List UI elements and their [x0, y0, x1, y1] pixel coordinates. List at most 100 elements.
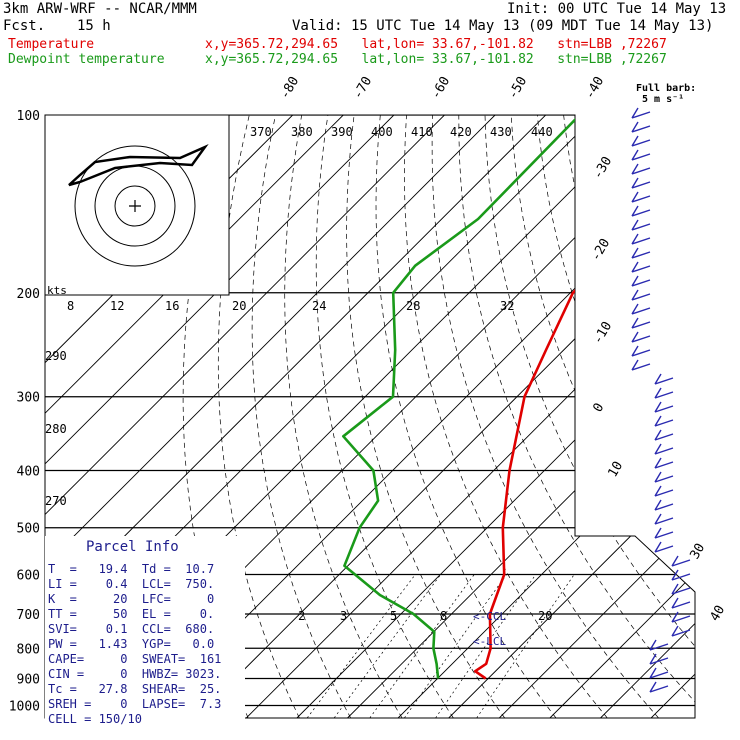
wind-barb — [631, 247, 651, 259]
isotherm-line — [549, 115, 695, 718]
wind-barb — [654, 527, 674, 539]
mixing-ratio-label: 8 — [440, 609, 447, 623]
wind-barb — [631, 177, 651, 189]
wind-barb — [631, 345, 651, 357]
wind-barb — [654, 541, 674, 553]
dry-adiabat — [694, 115, 695, 718]
isotherm-label: -40 — [582, 74, 607, 102]
wind-barb — [671, 555, 691, 567]
isotherm-label: -80 — [277, 74, 302, 102]
theta-label: 410 — [411, 125, 433, 139]
hodograph-speed-tick: 24 — [312, 299, 326, 313]
wind-barb — [654, 415, 674, 427]
isotherm-label: -50 — [505, 74, 530, 102]
barb-legend-title: Full barb: — [636, 83, 697, 94]
wind-barb — [649, 639, 669, 651]
isotherm-label: -30 — [590, 154, 615, 182]
wind-barb — [654, 373, 674, 385]
pressure-tick-label: 200 — [17, 287, 40, 302]
isotherm-line — [245, 115, 695, 718]
parcel-row: LI = 0.4 LCL= 750. — [48, 577, 215, 591]
wind-barb — [654, 443, 674, 455]
wind-barb — [631, 205, 651, 217]
wind-barb — [631, 121, 651, 133]
mixing-ratio-label: 2 — [298, 609, 305, 623]
mixing-ratio-line — [404, 574, 507, 718]
theta-label: 270 — [45, 494, 67, 508]
parcel-row: SVI= 0.1 CCL= 680. — [48, 622, 215, 636]
isotherm-label: 40 — [707, 603, 728, 624]
legend-temperature-label: Temperature — [8, 37, 95, 52]
mixing-ratio-line — [306, 574, 416, 718]
pressure-tick-label: 400 — [17, 465, 40, 480]
dry-adiabat — [404, 115, 608, 718]
wind-barb — [654, 499, 674, 511]
forecast-hour: 15 h — [77, 18, 111, 34]
parcel-info-panel — [45, 536, 245, 726]
hodograph-speed-tick: 28 — [406, 299, 420, 313]
wind-barb — [631, 261, 651, 273]
pressure-tick-label: 800 — [17, 642, 40, 657]
mixing-ratio-line — [435, 574, 537, 718]
parcel-row: Tc = 27.8 SHEAR= 25. — [48, 682, 222, 696]
wind-barb — [654, 513, 674, 525]
theta-label: 280 — [45, 422, 67, 436]
parcel-row: T = 19.4 Td = 10.7 — [48, 562, 215, 576]
init-time: Init: 00 UTC Tue 14 May 13 — [507, 1, 727, 17]
pressure-tick-label: 500 — [17, 522, 40, 537]
hodograph-frame — [44, 114, 230, 296]
wind-barb — [631, 107, 651, 119]
isotherm-line — [195, 115, 695, 718]
hodograph-ring — [74, 145, 196, 267]
wind-barb — [631, 303, 651, 315]
theta-label: 400 — [371, 125, 393, 139]
ccl-marker: <-CCL — [473, 610, 507, 623]
hodograph-ring — [114, 185, 156, 227]
mixing-ratio-line — [476, 574, 575, 718]
valid-time: Valid: 15 UTC Tue 14 May 13 (09 MDT Tue … — [292, 18, 714, 34]
wind-barb — [649, 681, 669, 693]
wind-barb — [631, 233, 651, 245]
hodograph-speed-tick: 32 — [500, 299, 514, 313]
mixing-ratio-line — [333, 574, 441, 718]
hodograph-trace — [68, 144, 209, 187]
wind-barb — [631, 331, 651, 343]
wind-barb — [649, 667, 669, 679]
dry-adiabat — [458, 115, 695, 718]
theta-label: 420 — [450, 125, 472, 139]
dry-adiabat — [484, 115, 695, 718]
wind-barb — [671, 597, 691, 609]
isotherm-line — [448, 115, 695, 718]
theta-label: 380 — [291, 125, 313, 139]
hodograph-units: kts — [47, 284, 67, 297]
hodograph-speed-tick: 12 — [110, 299, 124, 313]
parcel-row: CAPE= 0 SWEAT= 161 — [48, 652, 222, 666]
parcel-row: CELL = 150/10 — [48, 712, 142, 726]
wind-barb — [631, 163, 651, 175]
wind-barb — [631, 191, 651, 203]
wind-barb — [654, 485, 674, 497]
dry-adiabat — [721, 115, 740, 718]
parcel-info-title: Parcel Info — [86, 539, 179, 555]
temperature-profile — [473, 115, 695, 680]
isotherm-line — [45, 115, 496, 718]
wind-barb — [671, 569, 691, 581]
wind-barb — [631, 317, 651, 329]
wind-barb — [654, 387, 674, 399]
mixing-ratio-label: 3 — [340, 609, 347, 623]
isotherm-line — [45, 115, 395, 718]
hodograph-origin-icon — [129, 200, 141, 212]
dry-adiabat — [431, 115, 659, 718]
legend-dewpoint-location: x,y=365.72,294.65 lat,lon= 33.67,-101.82… — [205, 52, 667, 67]
pressure-tick-label: 100 — [17, 109, 40, 124]
hodograph-speed-tick: 16 — [165, 299, 179, 313]
wind-barb — [649, 653, 669, 665]
hodograph-speed-tick: 20 — [232, 299, 246, 313]
isotherm-label: 30 — [687, 541, 708, 562]
isotherm-label: 0 — [590, 401, 607, 415]
forecast-label: Fcst. — [3, 18, 46, 34]
wind-barbs — [631, 107, 691, 693]
isotherm-line — [498, 115, 695, 718]
wind-barb — [631, 149, 651, 161]
legend-dewpoint-label: Dewpoint temperature — [8, 52, 165, 67]
